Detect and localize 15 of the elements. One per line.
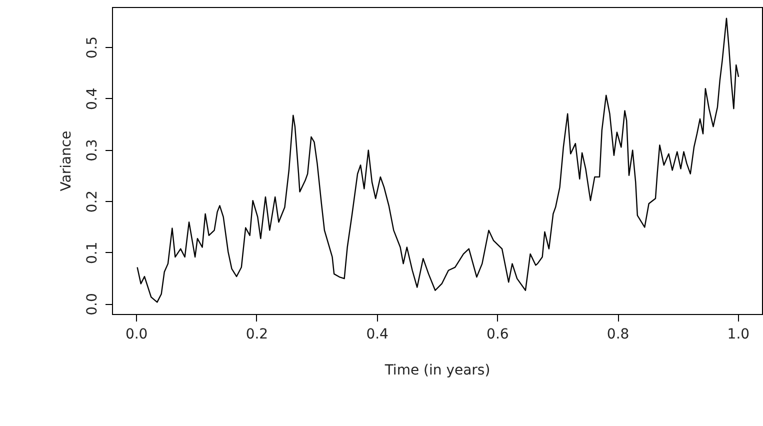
- y-axis-title: Variance: [58, 130, 74, 192]
- x-tick-label: 0.4: [366, 326, 389, 342]
- y-tick-label: 0.2: [84, 190, 100, 213]
- y-tick-label: 0.4: [84, 88, 100, 110]
- x-tick-label: 0.2: [246, 326, 268, 342]
- y-tick-label: 0.5: [84, 36, 100, 59]
- x-axis-title: Time (in years): [384, 362, 490, 378]
- x-tick-label: 0.0: [125, 326, 148, 342]
- x-tick-label: 0.8: [606, 326, 630, 342]
- x-tick-label: 1.0: [727, 326, 750, 342]
- line-series: [136, 18, 740, 303]
- y-tick-label: 0.3: [84, 139, 100, 162]
- y-tick-label: 0.1: [84, 242, 100, 264]
- y-tick-label: 0.0: [84, 293, 100, 316]
- x-tick-label: 0.6: [486, 326, 509, 342]
